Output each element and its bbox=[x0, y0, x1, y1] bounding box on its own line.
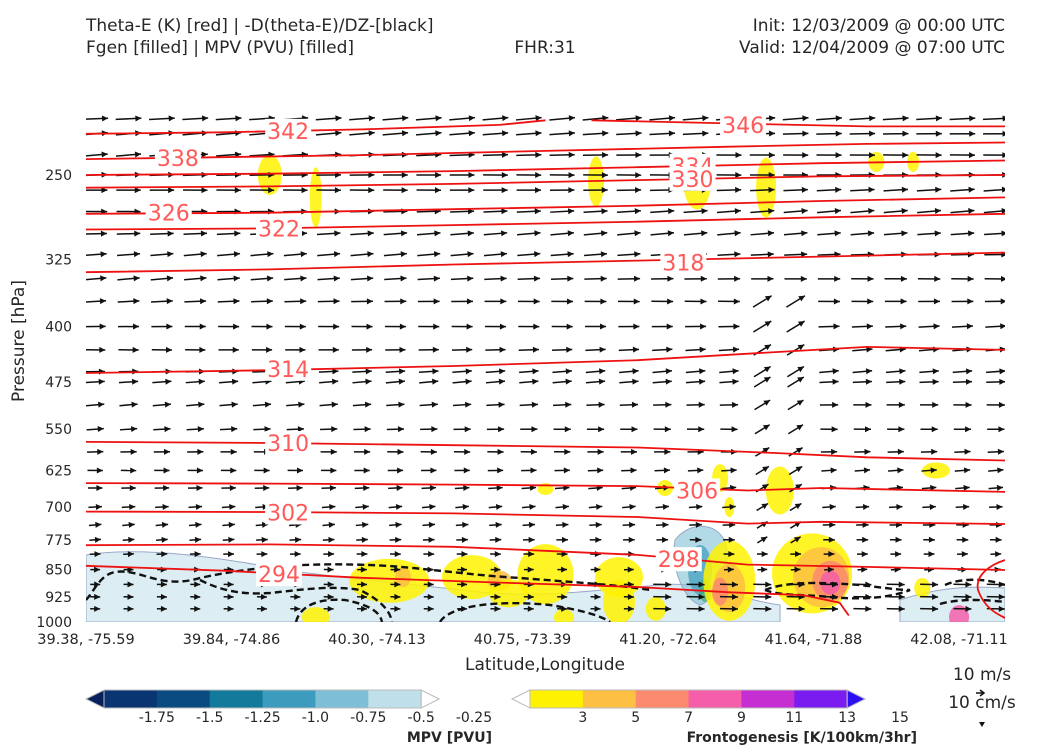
title-valid: Valid: 12/04/2009 @ 07:00 UTC bbox=[739, 38, 1005, 58]
x-tick-label: 42.08, -71.11 bbox=[910, 632, 1007, 648]
theta-e-label: 298 bbox=[658, 548, 700, 573]
y-tick-label: 700 bbox=[45, 500, 72, 516]
x-tick-label: 40.75, -73.39 bbox=[474, 632, 571, 648]
theta-e-label: 306 bbox=[676, 479, 718, 504]
wind-vector-head bbox=[1003, 131, 1009, 137]
title-fgen-mpv: Fgen [filled] | MPV (PVU) [filled] bbox=[86, 38, 354, 58]
colorbar-swatch bbox=[794, 690, 847, 708]
colorbar-swatch bbox=[636, 690, 689, 708]
colorbar-swatch bbox=[210, 690, 263, 708]
colorbar-tick: -1.0 bbox=[302, 710, 329, 726]
scale-vertical-arrow bbox=[979, 722, 985, 727]
y-tick-label: 400 bbox=[45, 320, 72, 336]
y-tick-label: 775 bbox=[45, 533, 72, 549]
colorbar-swatch bbox=[530, 690, 583, 708]
y-tick-label: 475 bbox=[45, 375, 72, 391]
colorbar-extend-low bbox=[86, 690, 104, 708]
theta-e-label: 294 bbox=[258, 563, 300, 588]
theta-e-label: 330 bbox=[672, 168, 714, 193]
colorbar-swatch bbox=[263, 690, 316, 708]
colorbar-tick: 7 bbox=[684, 710, 693, 726]
colorbar-swatch bbox=[741, 690, 794, 708]
colorbar-tick: -1.25 bbox=[244, 710, 280, 726]
y-tick-label: 250 bbox=[45, 168, 72, 184]
theta-e-label: 302 bbox=[267, 501, 309, 526]
colorbar-tick: -0.5 bbox=[407, 710, 434, 726]
field-patch bbox=[914, 578, 930, 598]
colorbar-tick: 9 bbox=[737, 710, 746, 726]
wind-vector-head bbox=[1002, 152, 1008, 158]
colorbar-tick: -0.25 bbox=[456, 710, 492, 726]
colorbar-tick: 5 bbox=[631, 710, 640, 726]
theta-e-label: 318 bbox=[662, 252, 704, 277]
colorbar-swatch bbox=[157, 690, 210, 708]
theta-e-label: 342 bbox=[267, 120, 309, 145]
colorbar-extend-high bbox=[421, 690, 439, 708]
title-fhr: FHR:31 bbox=[514, 38, 575, 58]
theta-e-label: 326 bbox=[148, 202, 190, 227]
theta-e-label: 338 bbox=[157, 147, 199, 172]
colorbar-swatch bbox=[315, 690, 368, 708]
colorbar-extend-low bbox=[512, 690, 530, 708]
field-patch bbox=[756, 158, 776, 218]
y-tick-label: 1000 bbox=[36, 615, 72, 631]
colorbar-tick: 11 bbox=[785, 710, 803, 726]
theta-e-label: 310 bbox=[267, 432, 309, 457]
colorbar-tick: -1.5 bbox=[196, 710, 223, 726]
x-tick-label: 41.64, -71.88 bbox=[765, 632, 862, 648]
x-axis-ticks: 39.38, -75.59 39.84, -74.86 40.30, -74.13 4… bbox=[37, 632, 1008, 648]
fgen-colorbar-label: Frontogenesis [K/100km/3hr] bbox=[687, 730, 917, 746]
theta-e-label: 346 bbox=[722, 114, 764, 139]
title-theta-e: Theta-E (K) [red] | -D(theta-E)/DZ-[blac… bbox=[85, 16, 434, 36]
title-init: Init: 12/03/2009 @ 00:00 UTC bbox=[753, 16, 1005, 36]
field-patch bbox=[554, 609, 574, 625]
y-tick-label: 625 bbox=[45, 463, 72, 479]
theta-e-label: 314 bbox=[267, 358, 309, 383]
colorbar-swatch bbox=[583, 690, 636, 708]
colorbar-tick: -1.75 bbox=[139, 710, 175, 726]
x-tick-label: 39.84, -74.86 bbox=[183, 632, 280, 648]
mpv-colorbar-label: MPV [PVU] bbox=[407, 730, 492, 746]
x-tick-label: 39.38, -75.59 bbox=[37, 632, 134, 648]
colorbar-extend-high bbox=[847, 690, 865, 708]
x-tick-label: 40.30, -74.13 bbox=[328, 632, 425, 648]
colorbar-swatch bbox=[368, 690, 421, 708]
y-axis-ticks: 250 325 400 475 550 625 700 775 850 925 1000 bbox=[36, 168, 72, 631]
mpv-colorbar: -1.75 -1.5 -1.25 -1.0 -0.75 -0.5 -0.25 bbox=[86, 690, 492, 726]
field-patch bbox=[310, 167, 322, 227]
colorbar-tick: 13 bbox=[838, 710, 856, 726]
theta-e-label: 322 bbox=[258, 217, 300, 242]
colorbar-tick: 3 bbox=[578, 710, 587, 726]
y-tick-label: 325 bbox=[45, 253, 72, 269]
y-tick-label: 850 bbox=[45, 563, 72, 579]
scale-horizontal-label: 10 m/s bbox=[953, 665, 1011, 685]
x-axis-label: Latitude,Longitude bbox=[465, 655, 625, 675]
fgen-colorbar: 3 5 7 9 11 13 15 bbox=[512, 690, 909, 726]
y-axis-label: Pressure [hPa] bbox=[9, 280, 29, 402]
wind-vector-head bbox=[1003, 115, 1009, 121]
colorbar-tick: -0.75 bbox=[350, 710, 386, 726]
colorbar-tick: 15 bbox=[891, 710, 909, 726]
colorbar-swatch bbox=[689, 690, 742, 708]
y-tick-label: 925 bbox=[45, 590, 72, 606]
field-patch bbox=[302, 607, 330, 627]
y-tick-label: 550 bbox=[45, 422, 72, 438]
scale-vertical-label: 10 cm/s bbox=[948, 693, 1016, 713]
x-tick-label: 41.20, -72.64 bbox=[619, 632, 716, 648]
colorbar-swatch bbox=[104, 690, 157, 708]
